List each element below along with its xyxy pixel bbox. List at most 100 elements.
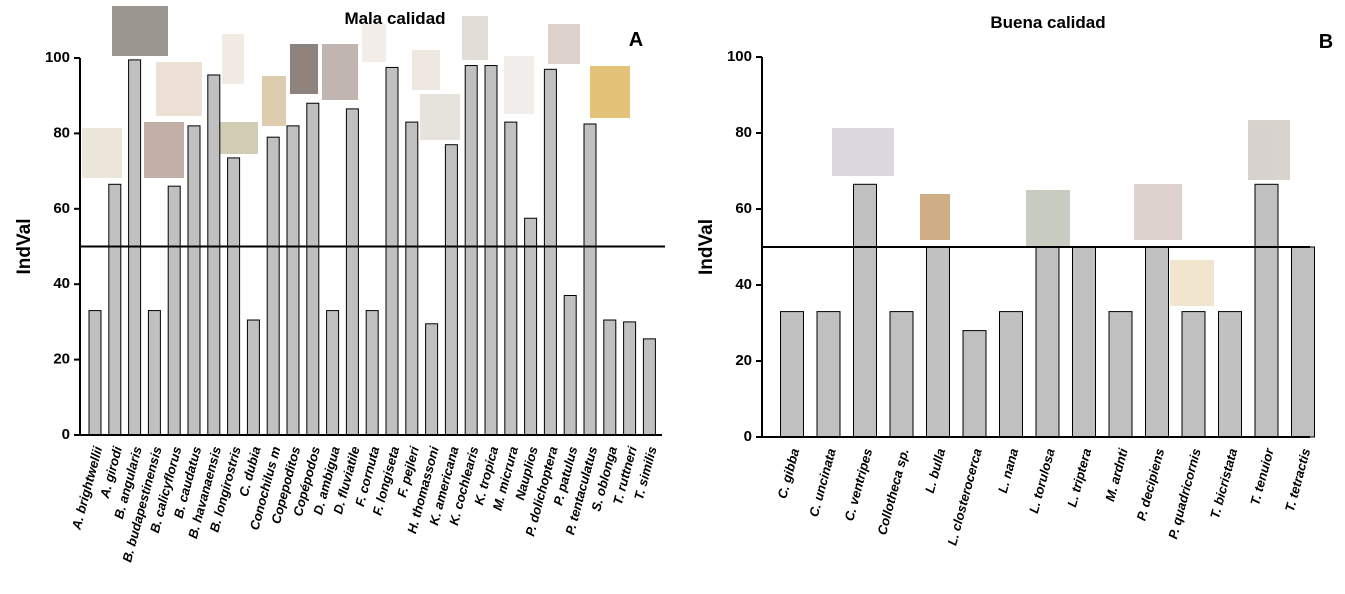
- bar: [1036, 247, 1059, 437]
- panel-label: B: [1319, 31, 1333, 53]
- bar: [228, 158, 240, 435]
- y-tick-label: 100: [45, 49, 70, 66]
- photo: [220, 122, 258, 154]
- photo: [1170, 260, 1214, 306]
- photo: [290, 44, 318, 94]
- bar: [1219, 312, 1242, 437]
- chart-title: Buena calidad: [990, 13, 1105, 32]
- bar: [643, 339, 655, 435]
- bar: [109, 184, 121, 435]
- bar: [1292, 247, 1315, 437]
- y-tick-label: 60: [53, 200, 70, 217]
- x-tick-label: P. quadricornis: [1165, 447, 1204, 541]
- y-tick-label: 40: [735, 276, 752, 293]
- photo: [362, 24, 386, 62]
- photo: [1026, 190, 1070, 246]
- bar: [624, 322, 636, 435]
- x-tick-label: L. closterocerca: [944, 447, 984, 547]
- y-tick-label: 80: [53, 124, 70, 141]
- bar: [564, 296, 576, 435]
- panel-label: A: [629, 29, 643, 51]
- bar: [927, 247, 950, 437]
- bar: [89, 311, 101, 435]
- bar: [485, 66, 497, 435]
- x-tick-label: C. gibba: [774, 447, 802, 500]
- bar: [307, 103, 319, 435]
- y-tick-label: 20: [735, 352, 752, 369]
- bar: [445, 145, 457, 435]
- bar: [208, 75, 220, 435]
- bar: [386, 67, 398, 435]
- y-tick-label: 20: [53, 351, 70, 368]
- photo: [1134, 184, 1182, 240]
- bar: [1255, 184, 1278, 437]
- bar: [1000, 312, 1023, 437]
- photo: [920, 194, 950, 240]
- x-tick-label: T. tenuior: [1247, 446, 1277, 507]
- bar: [817, 312, 840, 437]
- x-tick-label: Collotheca sp.: [874, 447, 911, 537]
- y-tick-label: 40: [53, 275, 70, 292]
- photo: [156, 62, 202, 116]
- photo: [832, 128, 894, 176]
- bar: [584, 124, 596, 435]
- x-tick-label: C. ventripes: [841, 447, 875, 523]
- x-tick-label: L. triptera: [1064, 447, 1094, 509]
- bar: [426, 324, 438, 435]
- photo: [112, 6, 168, 56]
- bar: [505, 122, 517, 435]
- bar: [890, 312, 913, 437]
- y-tick-label: 0: [62, 426, 70, 443]
- bar: [854, 184, 877, 437]
- bar: [168, 186, 180, 435]
- bar: [327, 311, 339, 435]
- x-tick-label: P. decipiens: [1134, 447, 1168, 523]
- photo: [1248, 120, 1290, 180]
- y-tick-label: 0: [744, 428, 752, 445]
- photo: [420, 94, 460, 140]
- bar: [781, 312, 804, 437]
- y-tick-label: 60: [735, 200, 752, 217]
- photo: [504, 56, 534, 114]
- bar: [267, 137, 279, 435]
- specimen-photos: [82, 6, 1290, 306]
- y-axis-label: IndVal: [696, 219, 717, 275]
- bar: [346, 109, 358, 435]
- bar: [406, 122, 418, 435]
- x-tick-label: L. bulla: [922, 447, 948, 495]
- photo: [462, 16, 488, 60]
- figure: Mala calidadAIndValA. brightwelliiA. gir…: [0, 0, 1345, 594]
- photo: [82, 128, 122, 178]
- photo: [144, 122, 184, 178]
- y-tick-label: 80: [735, 124, 752, 141]
- bar: [287, 126, 299, 435]
- bar: [366, 311, 378, 435]
- x-tick-label: C. uncinata: [806, 447, 839, 519]
- y-tick-label: 100: [727, 48, 752, 65]
- photo: [548, 24, 580, 64]
- x-tick-label: T. bicristata: [1207, 447, 1240, 520]
- x-tick-label: L. nana: [995, 447, 1021, 495]
- bar: [544, 69, 556, 435]
- bar: [247, 320, 259, 435]
- bar: [148, 311, 160, 435]
- photo: [412, 50, 440, 90]
- photo: [262, 76, 286, 126]
- bar: [188, 126, 200, 435]
- bar: [1109, 312, 1132, 437]
- bar: [963, 331, 986, 437]
- bar: [525, 218, 537, 435]
- bar: [1146, 247, 1169, 437]
- y-axis-label: IndVal: [14, 219, 35, 275]
- bar: [465, 66, 477, 435]
- photo: [222, 34, 244, 84]
- x-tick-label: M. ardnti: [1102, 446, 1131, 503]
- bar: [1182, 312, 1205, 437]
- x-tick-label: T. tetractis: [1282, 447, 1313, 513]
- chart-title: Mala calidad: [344, 9, 445, 28]
- photo: [322, 44, 358, 100]
- bar: [1073, 247, 1096, 437]
- bar: [604, 320, 616, 435]
- x-tick-label: L. torulosa: [1026, 447, 1058, 515]
- photo: [590, 66, 630, 118]
